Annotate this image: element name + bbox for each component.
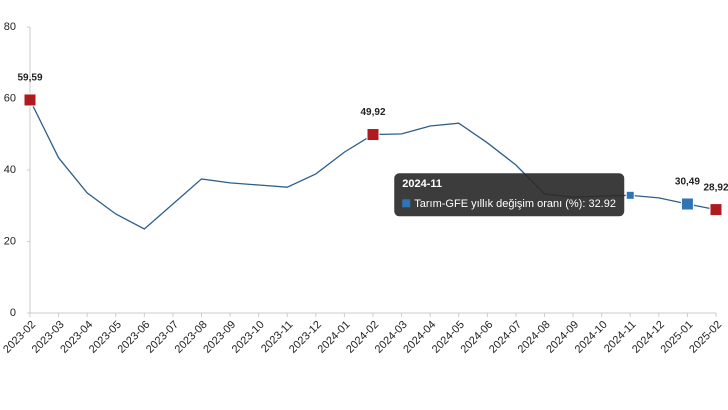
tooltip: 2024-11 Tarım-GFE yıllık değişim oranı (%… (394, 173, 625, 217)
x-tick-label: 2025-02 (687, 319, 724, 356)
marker (366, 128, 380, 142)
y-tick-label: 40 (4, 164, 16, 176)
y-tick-label: 80 (4, 21, 16, 33)
y-tick-label: 20 (4, 235, 16, 247)
marker (680, 197, 694, 211)
tooltip-box (394, 173, 625, 217)
marker (625, 190, 635, 200)
marker (709, 203, 723, 217)
value-label: 30,49 (675, 177, 700, 188)
tooltip-title: 2024-11 (402, 178, 442, 190)
value-label: 59,59 (17, 73, 42, 84)
y-tick-label: 0 (10, 307, 16, 319)
marker (23, 93, 37, 107)
value-label: 28,92 (703, 182, 728, 193)
tooltip-text: Tarım-GFE yıllık değişim oranı (%): 32.9… (414, 198, 616, 210)
value-label: 49,92 (360, 107, 385, 118)
tooltip-swatch (402, 199, 411, 208)
y-tick-label: 60 (4, 92, 16, 104)
